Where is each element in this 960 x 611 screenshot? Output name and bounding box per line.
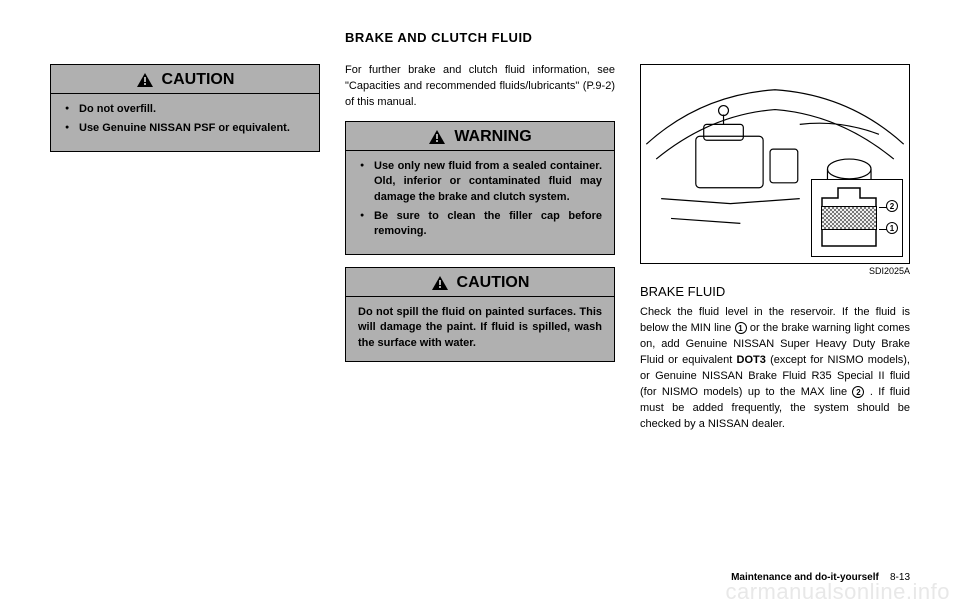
reservoir-inset: 2 1 xyxy=(811,179,903,257)
warning-item: Be sure to clean the filler cap before r… xyxy=(358,209,602,240)
warning-triangle-icon xyxy=(431,275,449,291)
warning-triangle-icon xyxy=(428,129,446,145)
caution-title: CAUTION xyxy=(162,71,235,89)
dot3-label: DOT3 xyxy=(737,354,766,366)
marker-ref-2: 2 xyxy=(852,386,864,398)
caution-item: Use Genuine NISSAN PSF or equivalent. xyxy=(63,121,307,136)
section-title: BRAKE AND CLUTCH FLUID xyxy=(345,30,615,45)
warning-title: WARNING xyxy=(454,128,531,146)
illustration-code: SDI2025A xyxy=(640,266,910,276)
caution-body: Do not overfill. Use Genuine NISSAN PSF … xyxy=(51,94,319,151)
caution-box-psf: CAUTION Do not overfill. Use Genuine NIS… xyxy=(50,64,320,152)
marker-min: 1 xyxy=(886,222,898,234)
caution-box-spill: CAUTION Do not spill the fluid on painte… xyxy=(345,267,615,362)
column-1: CAUTION Do not overfill. Use Genuine NIS… xyxy=(50,30,320,443)
warning-body: Use only new fluid from a sealed contain… xyxy=(346,151,614,254)
brake-fluid-heading: BRAKE FLUID xyxy=(640,284,910,299)
brake-fluid-text: Check the fluid level in the reservoir. … xyxy=(640,305,910,433)
caution-header: CAUTION xyxy=(51,65,319,94)
warning-item: Use only new fluid from a sealed contain… xyxy=(358,159,602,205)
page-footer: Maintenance and do-it-yourself 8-13 xyxy=(731,572,910,583)
footer-section: Maintenance and do-it-yourself xyxy=(731,572,879,583)
fluid-level-area xyxy=(821,206,877,230)
column-3: 2 1 SDI2025A BRAKE FLUID Check the fluid… xyxy=(640,30,910,443)
marker-max: 2 xyxy=(886,200,898,212)
intro-text: For further brake and clutch fluid infor… xyxy=(345,63,615,111)
engine-illustration: 2 1 xyxy=(640,64,910,264)
footer-page: 8-13 xyxy=(890,572,910,583)
caution-header: CAUTION xyxy=(346,268,614,297)
manual-page: CAUTION Do not overfill. Use Genuine NIS… xyxy=(0,0,960,453)
column-2: BRAKE AND CLUTCH FLUID For further brake… xyxy=(345,30,615,443)
warning-header: WARNING xyxy=(346,122,614,151)
marker-ref-1: 1 xyxy=(735,322,747,334)
warning-box: WARNING Use only new fluid from a sealed… xyxy=(345,121,615,255)
warning-triangle-icon xyxy=(136,72,154,88)
caution-title: CAUTION xyxy=(457,274,530,292)
caution-body: Do not spill the fluid on painted surfac… xyxy=(346,297,614,361)
caution-item: Do not overfill. xyxy=(63,102,307,117)
caution-text: Do not spill the fluid on painted surfac… xyxy=(358,305,602,351)
